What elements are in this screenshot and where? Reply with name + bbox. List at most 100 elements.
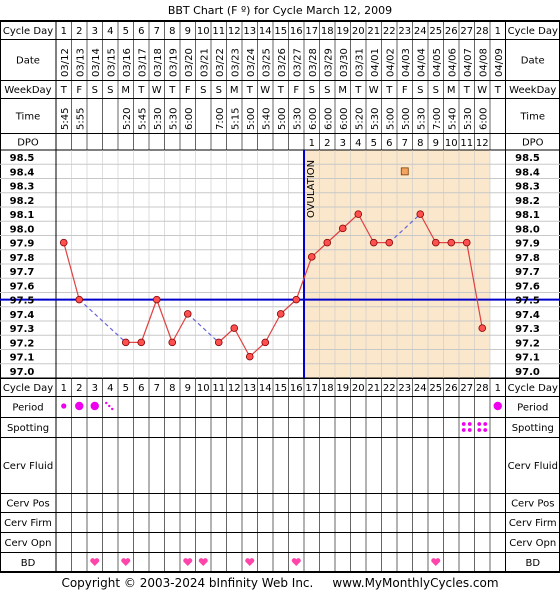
y-tick-label: 98.1: [10, 210, 35, 221]
date-label: 04/09: [494, 48, 505, 77]
cycle-day-number-bottom: 10: [197, 383, 210, 394]
temp-point: [338, 224, 347, 233]
time-label: 5:15: [230, 108, 241, 130]
cycle-day-number-bottom: 6: [138, 383, 144, 394]
weekday-label: F: [76, 85, 82, 96]
date-label: 03/15: [106, 48, 117, 77]
weekday-label: T: [385, 85, 393, 96]
weekday-label: W: [152, 85, 162, 96]
row-label-weekday: WeekDay: [4, 85, 51, 96]
dpo-label: 4: [355, 138, 361, 149]
weekday-label: M: [121, 85, 130, 96]
y-tick-label: 97.2: [10, 338, 35, 349]
y-tick-label-right: 97.5: [515, 296, 540, 307]
date-label: 03/25: [261, 48, 272, 77]
row-label-right-cerv_pos: Cerv Pos: [511, 499, 554, 510]
bd-heart-icon: [183, 558, 193, 566]
row-label-right-time: Time: [520, 112, 545, 123]
cycle-day-number: 17: [305, 26, 318, 37]
period-marker: [75, 401, 84, 411]
temp-line: [295, 256, 313, 300]
spotting-marker: [461, 422, 466, 426]
cycle-day-number-bottom: 16: [290, 383, 303, 394]
weekday-label: S: [200, 85, 206, 96]
y-tick-label: 98.4: [10, 167, 35, 178]
row-label-right-dpo: DPO: [522, 138, 544, 149]
time-label: 5:30: [463, 108, 474, 130]
date-label: 03/13: [75, 48, 86, 77]
cycle-day-number-bottom: 26: [445, 383, 458, 394]
cycle-day-number-bottom: 18: [321, 383, 334, 394]
y-tick-label: 97.6: [10, 281, 35, 292]
date-label: 03/21: [199, 48, 210, 77]
row-label-dpo: DPO: [17, 138, 39, 149]
weekday-label: M: [230, 85, 239, 96]
dpo-label: 1: [309, 138, 315, 149]
dpo-label: 10: [445, 138, 458, 149]
dpo-label: 9: [433, 138, 439, 149]
row-label-spotting: Spotting: [7, 423, 49, 434]
cycle-day-number-bottom: 3: [92, 383, 98, 394]
cycle-day-number: 2: [76, 26, 82, 37]
date-label: 03/26: [277, 48, 288, 77]
temp-gap-line: [187, 313, 220, 343]
dpo-label: 6: [386, 138, 392, 149]
cycle-day-number-bottom: 17: [305, 383, 318, 394]
temp-point: [416, 210, 425, 218]
date-label: 03/23: [230, 48, 241, 77]
y-tick-label-right: 98.2: [515, 196, 540, 207]
weekday-label: W: [260, 85, 270, 96]
temp-line: [156, 299, 173, 343]
dpo-label: 8: [417, 138, 423, 149]
cycle-day-number: 23: [398, 26, 411, 37]
weekday-label: T: [137, 85, 145, 96]
cycle-day-number: 14: [259, 26, 272, 37]
temp-line: [264, 313, 282, 343]
date-label: 04/04: [416, 48, 427, 77]
ovulation-label: OVULATION: [306, 160, 317, 218]
date-label: 03/14: [91, 48, 102, 77]
weekday-label: T: [463, 85, 471, 96]
y-tick-label: 98.0: [10, 224, 35, 235]
cycle-day-number-bottom: 9: [185, 383, 191, 394]
y-tick-label-right: 97.0: [515, 367, 540, 378]
bd-heart-icon: [198, 558, 208, 566]
temp-line: [171, 313, 189, 343]
date-label: 04/08: [478, 48, 489, 77]
weekday-label: S: [433, 85, 439, 96]
time-label: 5:00: [246, 108, 257, 130]
row-label-right-bd: BD: [525, 558, 540, 569]
spotting-marker: [467, 428, 472, 432]
temp-line: [357, 213, 375, 243]
cycle-day-number: 11: [212, 26, 225, 37]
y-tick-label: 97.5: [10, 296, 35, 307]
cycle-day-number: 1: [61, 26, 67, 37]
y-tick-label: 97.8: [10, 253, 35, 264]
y-tick-label: 98.5: [10, 153, 35, 164]
cycle-day-number: 12: [228, 26, 241, 37]
spotting-marker: [477, 428, 482, 432]
y-tick-label: 97.4: [10, 310, 35, 321]
time-label: 5:40: [261, 108, 272, 130]
cycle-day-number: 15: [274, 26, 287, 37]
time-label: 6:00: [308, 108, 319, 130]
row-label-right-weekday: WeekDay: [509, 85, 556, 96]
y-tick-label-right: 98.3: [515, 182, 540, 193]
cycle-day-number: 13: [243, 26, 256, 37]
temp-point: [75, 295, 84, 304]
weekday-label: S: [92, 85, 98, 96]
row-label-cerv_pos: Cerv Pos: [6, 499, 49, 510]
bd-heart-icon: [431, 558, 441, 566]
y-tick-label-right: 97.8: [515, 253, 540, 264]
y-tick-label-right: 97.1: [515, 353, 540, 364]
spotting-marker: [461, 428, 466, 432]
cycle-day-number: 7: [154, 26, 160, 37]
y-tick-label-right: 97.4: [515, 310, 540, 321]
row-label-period: Period: [12, 403, 43, 414]
row-label-right-cycle_day: Cycle Day: [508, 26, 558, 37]
temp-point: [431, 238, 440, 247]
date-label: 03/20: [184, 48, 195, 77]
cycle-day-number-bottom: 27: [460, 383, 473, 394]
cycle-day-number: 6: [138, 26, 144, 37]
temp-gap-line: [388, 213, 421, 244]
